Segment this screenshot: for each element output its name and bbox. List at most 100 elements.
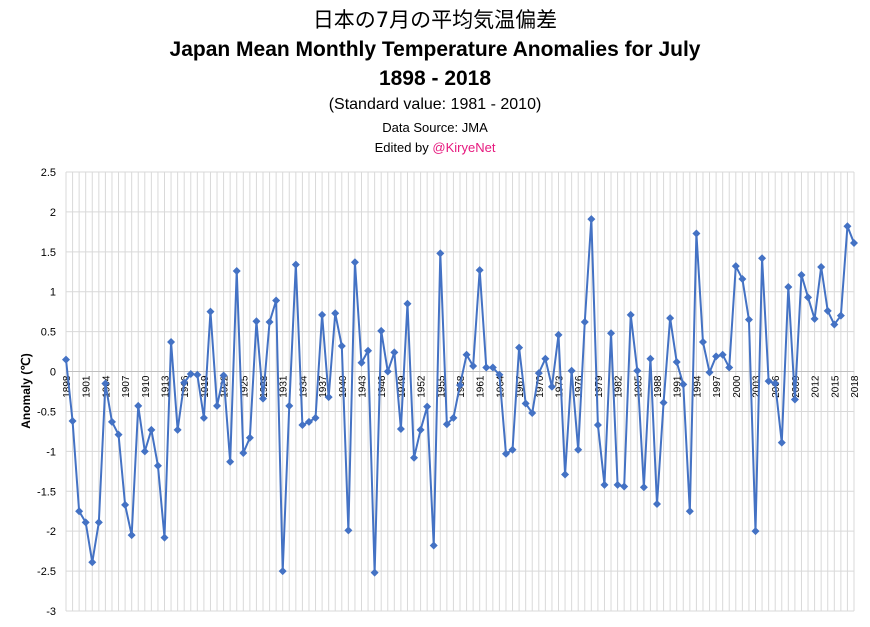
data-point [646, 354, 655, 363]
data-point [488, 363, 497, 372]
data-point [515, 343, 524, 352]
x-tick-label: 1916 [180, 375, 191, 398]
twitter-handle-link[interactable]: @KiryeNet [432, 140, 496, 155]
data-point [383, 367, 392, 376]
data-point [738, 274, 747, 283]
data-point [291, 260, 300, 269]
data-point [607, 329, 616, 338]
y-axis-label: Anomaly (℃) [19, 353, 33, 428]
data-point [797, 270, 806, 279]
x-tick-label: 1934 [298, 375, 309, 398]
data-point [771, 379, 780, 388]
data-point [396, 425, 405, 434]
y-tick-label: 0 [50, 367, 56, 379]
x-tick-label: 1970 [535, 375, 546, 398]
x-tick-label: 2012 [811, 375, 822, 398]
data-point [633, 366, 642, 375]
data-point [501, 449, 510, 458]
data-point [331, 309, 340, 318]
y-tick-label: 0.5 [41, 327, 56, 339]
data-point [639, 483, 648, 492]
data-point [482, 363, 491, 372]
x-tick-label: 1976 [574, 375, 585, 398]
y-tick-label: 2.5 [41, 167, 56, 179]
data-point [541, 354, 550, 363]
data-point [777, 438, 786, 447]
data-point [567, 366, 576, 375]
data-point [193, 370, 202, 379]
data-point [153, 461, 162, 470]
data-point [475, 266, 484, 275]
data-point [239, 448, 248, 457]
data-point [186, 369, 195, 378]
data-point [692, 229, 701, 238]
data-point [554, 330, 563, 339]
data-point [278, 567, 287, 576]
data-point [672, 357, 681, 366]
data-point [213, 401, 222, 410]
data-point [127, 531, 136, 540]
data-point [75, 507, 84, 516]
data-point [357, 358, 366, 367]
data-point [580, 318, 589, 327]
data-point [272, 296, 281, 305]
x-tick-label: 1955 [436, 375, 447, 398]
data-point [429, 541, 438, 550]
data-point [121, 500, 130, 509]
data-point [344, 526, 353, 535]
data-point [725, 363, 734, 372]
data-point [160, 533, 169, 542]
x-tick-label: 1907 [121, 375, 132, 398]
data-point [810, 314, 819, 323]
data-point [114, 430, 123, 439]
y-tick-label: 1.5 [41, 247, 56, 259]
data-point [226, 457, 235, 466]
data-point [718, 350, 727, 359]
data-point [600, 480, 609, 489]
data-point [495, 370, 504, 379]
data-point [659, 398, 668, 407]
standard-value-note: (Standard value: 1981 - 2010) [328, 96, 542, 113]
data-point [508, 445, 517, 454]
data-point [252, 317, 261, 326]
data-point [758, 254, 767, 263]
data-point [731, 262, 740, 271]
data-point [456, 381, 464, 390]
x-tick-label: 2015 [830, 375, 841, 398]
data-point [206, 307, 215, 316]
x-tick-label: 2003 [752, 375, 763, 398]
data-point [462, 350, 471, 359]
x-tick-label: 1901 [82, 375, 93, 398]
data-point [705, 368, 714, 377]
data-point [304, 417, 313, 426]
data-point [232, 266, 241, 275]
data-point [843, 222, 852, 231]
data-point [377, 326, 386, 335]
data-point [836, 311, 845, 320]
data-point [521, 399, 530, 408]
data-point [698, 338, 707, 347]
data-point [101, 379, 110, 388]
data-point [593, 421, 602, 430]
data-point [679, 380, 688, 389]
data-point [180, 378, 189, 387]
x-tick-label: 1946 [377, 375, 388, 398]
data-point [199, 413, 208, 422]
data-point [547, 382, 556, 391]
data-point [817, 262, 826, 271]
data-point [744, 315, 753, 324]
x-tick-label: 2000 [732, 375, 743, 398]
data-point [790, 395, 799, 404]
data-point [370, 568, 379, 577]
x-tick-label: 1910 [141, 375, 152, 398]
x-tick-label: 1979 [594, 375, 605, 398]
data-point [587, 215, 596, 224]
data-point [574, 445, 583, 454]
data-point [804, 293, 813, 302]
data-point [764, 377, 773, 386]
gridlines [65, 171, 855, 612]
y-tick-label: -1 [46, 446, 56, 458]
x-tick-label: 1997 [712, 375, 723, 398]
data-point [390, 348, 399, 357]
